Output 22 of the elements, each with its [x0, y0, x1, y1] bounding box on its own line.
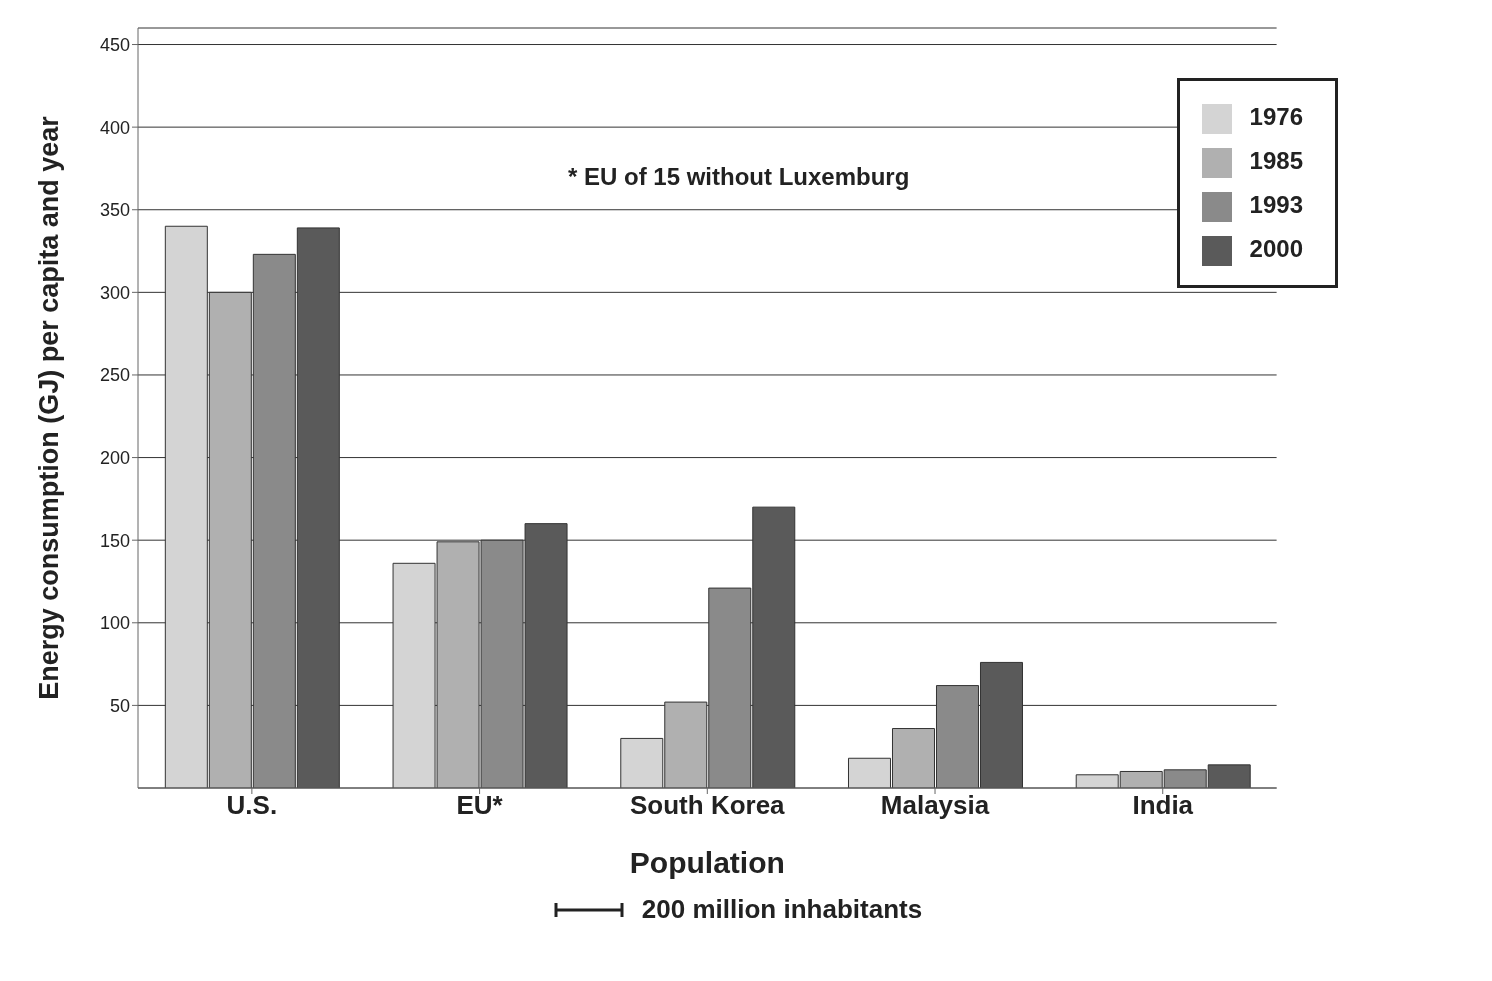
legend-label: 2000 [1249, 235, 1303, 262]
x-tick-label: Malaysia [880, 790, 990, 821]
x-tick-label: EU* [456, 790, 504, 821]
y-tick-label: 350 [99, 200, 130, 221]
x-tick-label: U.S. [226, 790, 278, 821]
y-tick-label: 250 [99, 365, 130, 386]
y-tick-label: 50 [109, 695, 130, 716]
y-tick-label: 200 [99, 447, 130, 468]
y-tick-label: 400 [99, 117, 130, 138]
y-tick-label: 150 [99, 530, 130, 551]
legend-label: 1976 [1249, 103, 1303, 130]
x-tick-label: South Korea [630, 790, 786, 821]
y-tick-label: 100 [99, 613, 130, 634]
annotation: * EU of 15 without Luxemburg [568, 163, 910, 191]
y-axis-title: Energy consumption (GJ) per capita and year [33, 115, 64, 700]
legend-label: 1985 [1249, 147, 1303, 174]
text: 200 million inhabitants [641, 894, 923, 925]
legend-label: 1993 [1249, 191, 1303, 218]
x-tick-label: India [1132, 790, 1194, 821]
y-tick-label: 300 [99, 282, 130, 303]
y-tick-label: 450 [99, 34, 130, 55]
x-axis-title: Population [629, 846, 785, 879]
